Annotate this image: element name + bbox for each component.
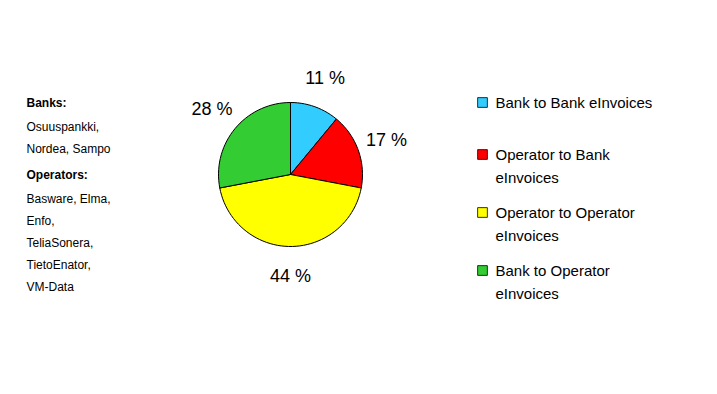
svg-text:Osuuspankki,: Osuuspankki,	[27, 120, 100, 134]
svg-text:Nordea, Sampo: Nordea, Sampo	[27, 142, 111, 156]
svg-text:11 %: 11 %	[305, 68, 345, 88]
svg-text:Enfo,: Enfo,	[27, 214, 55, 228]
svg-text:Basware, Elma,: Basware, Elma,	[27, 192, 111, 206]
svg-text:TeliaSonera,: TeliaSonera,	[27, 236, 94, 250]
svg-text:Bank to OperatoreInvoices: Bank to OperatoreInvoices	[496, 262, 610, 302]
svg-text:Operator to OperatoreInvoices: Operator to OperatoreInvoices	[496, 204, 635, 244]
svg-text:Bank to Bank eInvoices: Bank to Bank eInvoices	[496, 94, 653, 111]
svg-text:VM-Data: VM-Data	[27, 280, 75, 294]
svg-text:44 %: 44 %	[270, 266, 311, 286]
svg-text:Banks:: Banks:	[27, 96, 67, 110]
svg-text:Operators:: Operators:	[27, 168, 88, 182]
svg-text:TietoEnator,: TietoEnator,	[27, 258, 91, 272]
svg-text:28 %: 28 %	[191, 99, 232, 119]
svg-text:17 %: 17 %	[366, 130, 407, 150]
svg-text:Operator to BankeInvoices: Operator to BankeInvoices	[496, 146, 611, 186]
